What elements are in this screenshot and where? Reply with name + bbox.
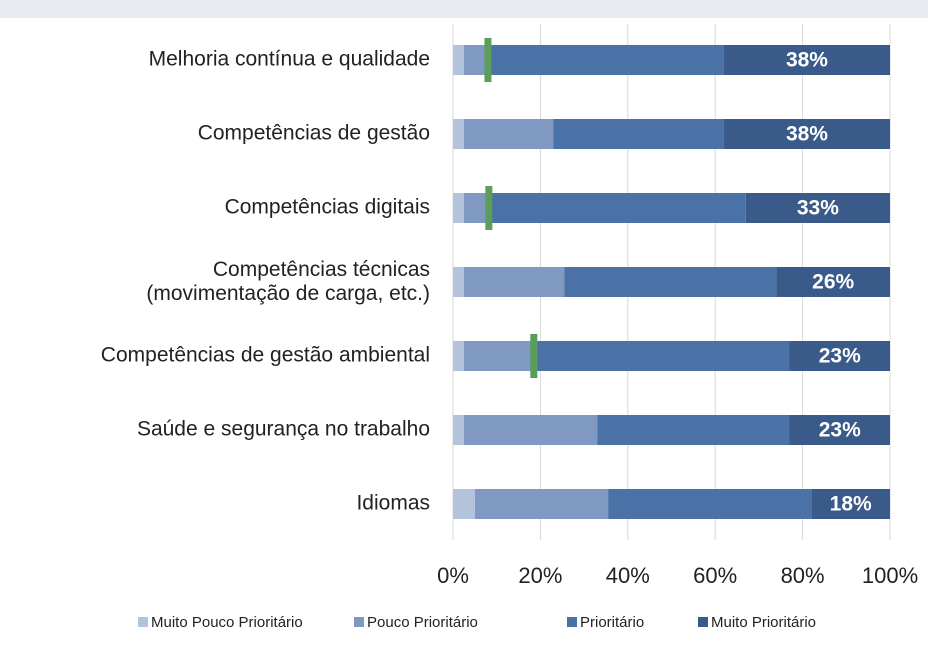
bar-segment: [453, 415, 464, 445]
x-tick-label: 100%: [862, 563, 918, 588]
legend-swatch: [698, 617, 708, 627]
y-tick-label: Idiomas: [356, 492, 430, 515]
marker: [484, 38, 492, 82]
bar-segment: [608, 489, 812, 519]
bar-segment: [453, 267, 464, 297]
bar-segment: [474, 489, 609, 519]
data-label: 38%: [786, 49, 828, 72]
y-tick-label: Competências técnicas (movimentação de ca…: [146, 258, 430, 305]
data-label: 23%: [819, 419, 861, 442]
bar-segment: [789, 341, 890, 371]
y-tick-label-line: Competências técnicas: [213, 258, 430, 281]
bar-segment: [463, 193, 488, 223]
legend-label: Pouco Prioritário: [367, 614, 478, 631]
bar-segment: [453, 119, 464, 149]
data-label: 18%: [830, 493, 872, 516]
legend-swatch: [138, 617, 148, 627]
bar-segment: [463, 415, 598, 445]
data-label: 33%: [797, 197, 839, 220]
bar-segment: [453, 193, 464, 223]
bar-segment: [723, 45, 890, 75]
bar-segment: [723, 119, 890, 149]
marker: [530, 334, 538, 378]
bar-segment: [776, 267, 890, 297]
y-tick-label: Saúde e segurança no trabalho: [137, 418, 430, 441]
y-tick-label: Competências de gestão: [198, 122, 430, 145]
x-tick-label: 40%: [606, 563, 650, 588]
legend-label: Muito Prioritário: [711, 614, 816, 631]
y-tick-label: Competências de gestão ambiental: [101, 344, 430, 367]
bar-segment: [463, 119, 554, 149]
x-tick-label: 80%: [781, 563, 825, 588]
y-tick-label-line: (movimentação de carga, etc.): [146, 282, 430, 305]
legend-label: Muito Pouco Prioritário: [151, 614, 303, 631]
bar-segment: [453, 341, 464, 371]
bar-segment: [789, 415, 890, 445]
legend-swatch: [567, 617, 577, 627]
bar-segment: [453, 489, 475, 519]
legend-label: Prioritário: [580, 614, 644, 631]
bar-segment: [745, 193, 890, 223]
bar-segment: [811, 489, 890, 519]
bar-segment: [463, 341, 534, 371]
legend-swatch: [354, 617, 364, 627]
bar-segment: [487, 193, 746, 223]
marker: [485, 186, 493, 230]
x-tick-label: 0%: [437, 563, 469, 588]
bar-segment: [553, 119, 724, 149]
bar-segment: [533, 341, 790, 371]
x-tick-label: 60%: [693, 563, 737, 588]
bar-segment: [597, 415, 790, 445]
bar-segment: [564, 267, 777, 297]
bar-segment: [453, 45, 464, 75]
top-strip: [0, 0, 928, 18]
x-tick-label: 20%: [518, 563, 562, 588]
y-tick-label: Melhoria contínua e qualidade: [149, 48, 430, 71]
y-tick-label: Competências digitais: [225, 196, 430, 219]
bar-segment: [463, 267, 565, 297]
data-label: 26%: [812, 271, 854, 294]
data-label: 38%: [786, 123, 828, 146]
data-label: 23%: [819, 345, 861, 368]
bar-segment: [490, 45, 724, 75]
